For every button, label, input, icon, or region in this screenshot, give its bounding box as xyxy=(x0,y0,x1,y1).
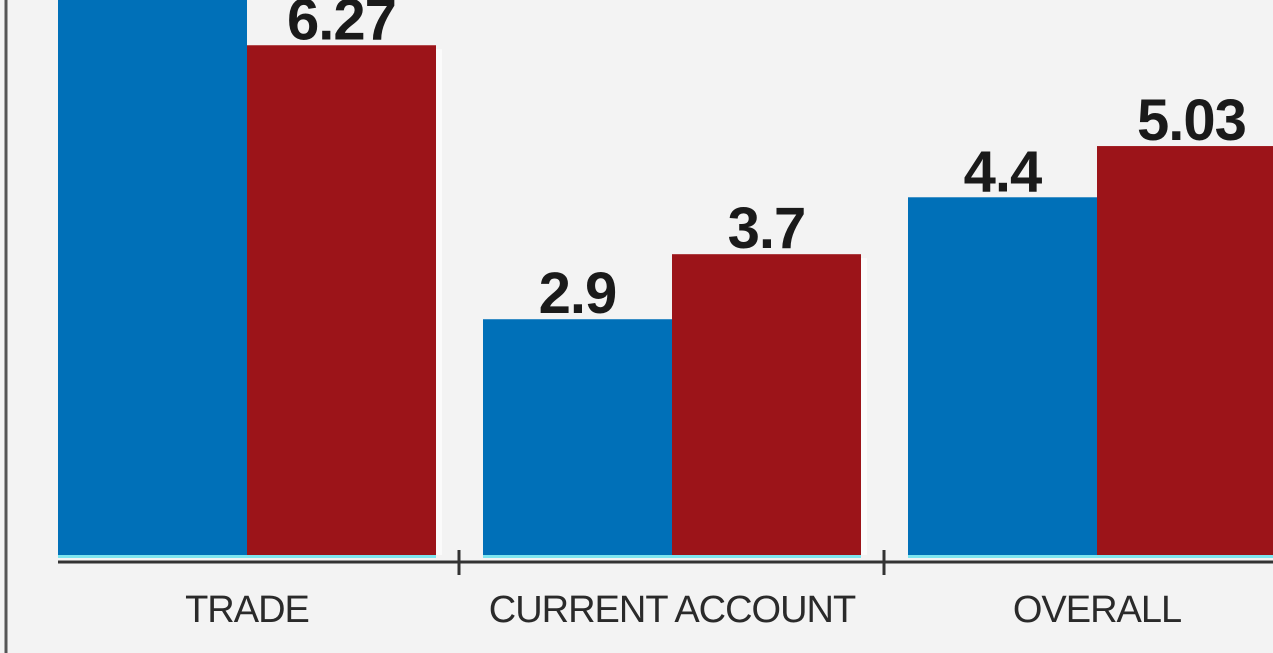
value-label-blue-current-account: 2.9 xyxy=(539,261,617,326)
bar-red-overall xyxy=(1097,146,1273,555)
value-label-blue-overall: 4.4 xyxy=(964,139,1042,204)
bar-red-current-account xyxy=(672,254,861,555)
category-label-current-account: CURRENT ACCOUNT xyxy=(489,589,856,631)
bar-blue-current-account xyxy=(483,319,672,555)
bars-group xyxy=(58,0,1273,558)
value-label-red-overall: 5.03 xyxy=(1137,88,1246,153)
baseline-highlight xyxy=(908,555,1273,558)
category-labels-group: TRADE CURRENT ACCOUNT OVERALL xyxy=(185,589,1182,631)
bar-shadow-edge xyxy=(436,49,442,556)
baseline-highlight xyxy=(58,555,436,558)
baseline-highlight xyxy=(483,555,861,558)
x-axis xyxy=(58,550,1273,575)
value-label-red-trade: 6.27 xyxy=(287,0,396,52)
category-label-overall: OVERALL xyxy=(1013,589,1181,631)
bar-red-trade xyxy=(247,45,436,556)
bar-blue-overall xyxy=(908,197,1097,555)
category-label-trade: TRADE xyxy=(185,589,309,631)
bar-shadow-edge xyxy=(861,258,867,555)
value-label-red-current-account: 3.7 xyxy=(728,196,806,261)
bar-blue-trade xyxy=(58,0,247,555)
value-labels-group: 6.27 2.9 3.7 4.4 5.03 xyxy=(287,0,1247,326)
